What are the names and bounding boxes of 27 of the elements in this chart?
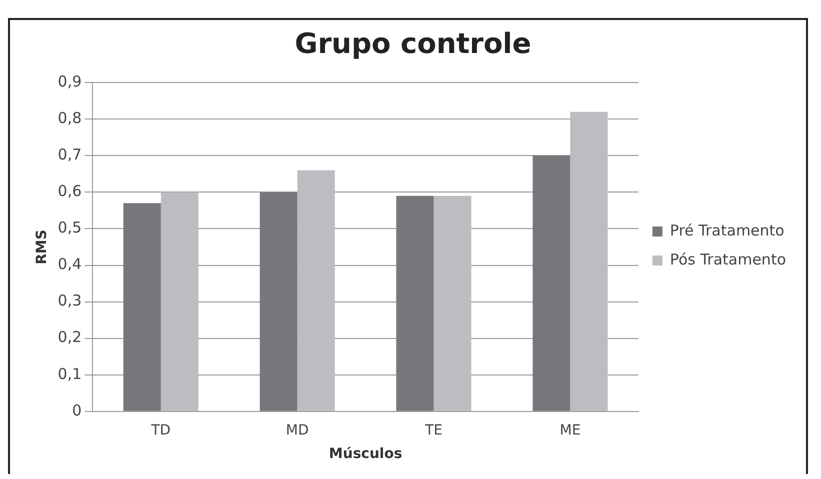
y-tick-label: 0 [72,401,82,420]
chart-title: Grupo controle [294,27,532,60]
bar [260,192,298,411]
bar [570,112,608,411]
y-tick-label: 0,4 [58,255,82,274]
x-tick-label: TD [150,422,171,438]
bar [532,156,570,411]
y-tick-label: 0,9 [58,72,82,90]
bar [434,196,472,411]
y-tick-label: 0,7 [58,146,82,164]
y-tick-label: 0,8 [58,109,82,128]
y-tick-label: 0,5 [58,218,82,237]
bar [297,170,335,411]
bar [160,192,198,411]
y-tick-label: 0,3 [58,292,82,310]
x-tick-label: TE [424,422,442,438]
x-axis-title: Músculos [328,446,402,462]
y-tick-label: 0,6 [58,182,82,200]
bar [123,203,161,411]
y-tick-label: 0,2 [58,328,82,346]
legend-label: Pré Tratamento [670,221,784,240]
bar [396,196,434,411]
y-axis-title: RMS [34,230,50,264]
x-tick-label: ME [560,422,581,438]
y-tick-label: 0,1 [58,364,82,383]
x-tick-label: MD [286,422,309,438]
legend-label: Pós Tratamento [670,250,786,268]
